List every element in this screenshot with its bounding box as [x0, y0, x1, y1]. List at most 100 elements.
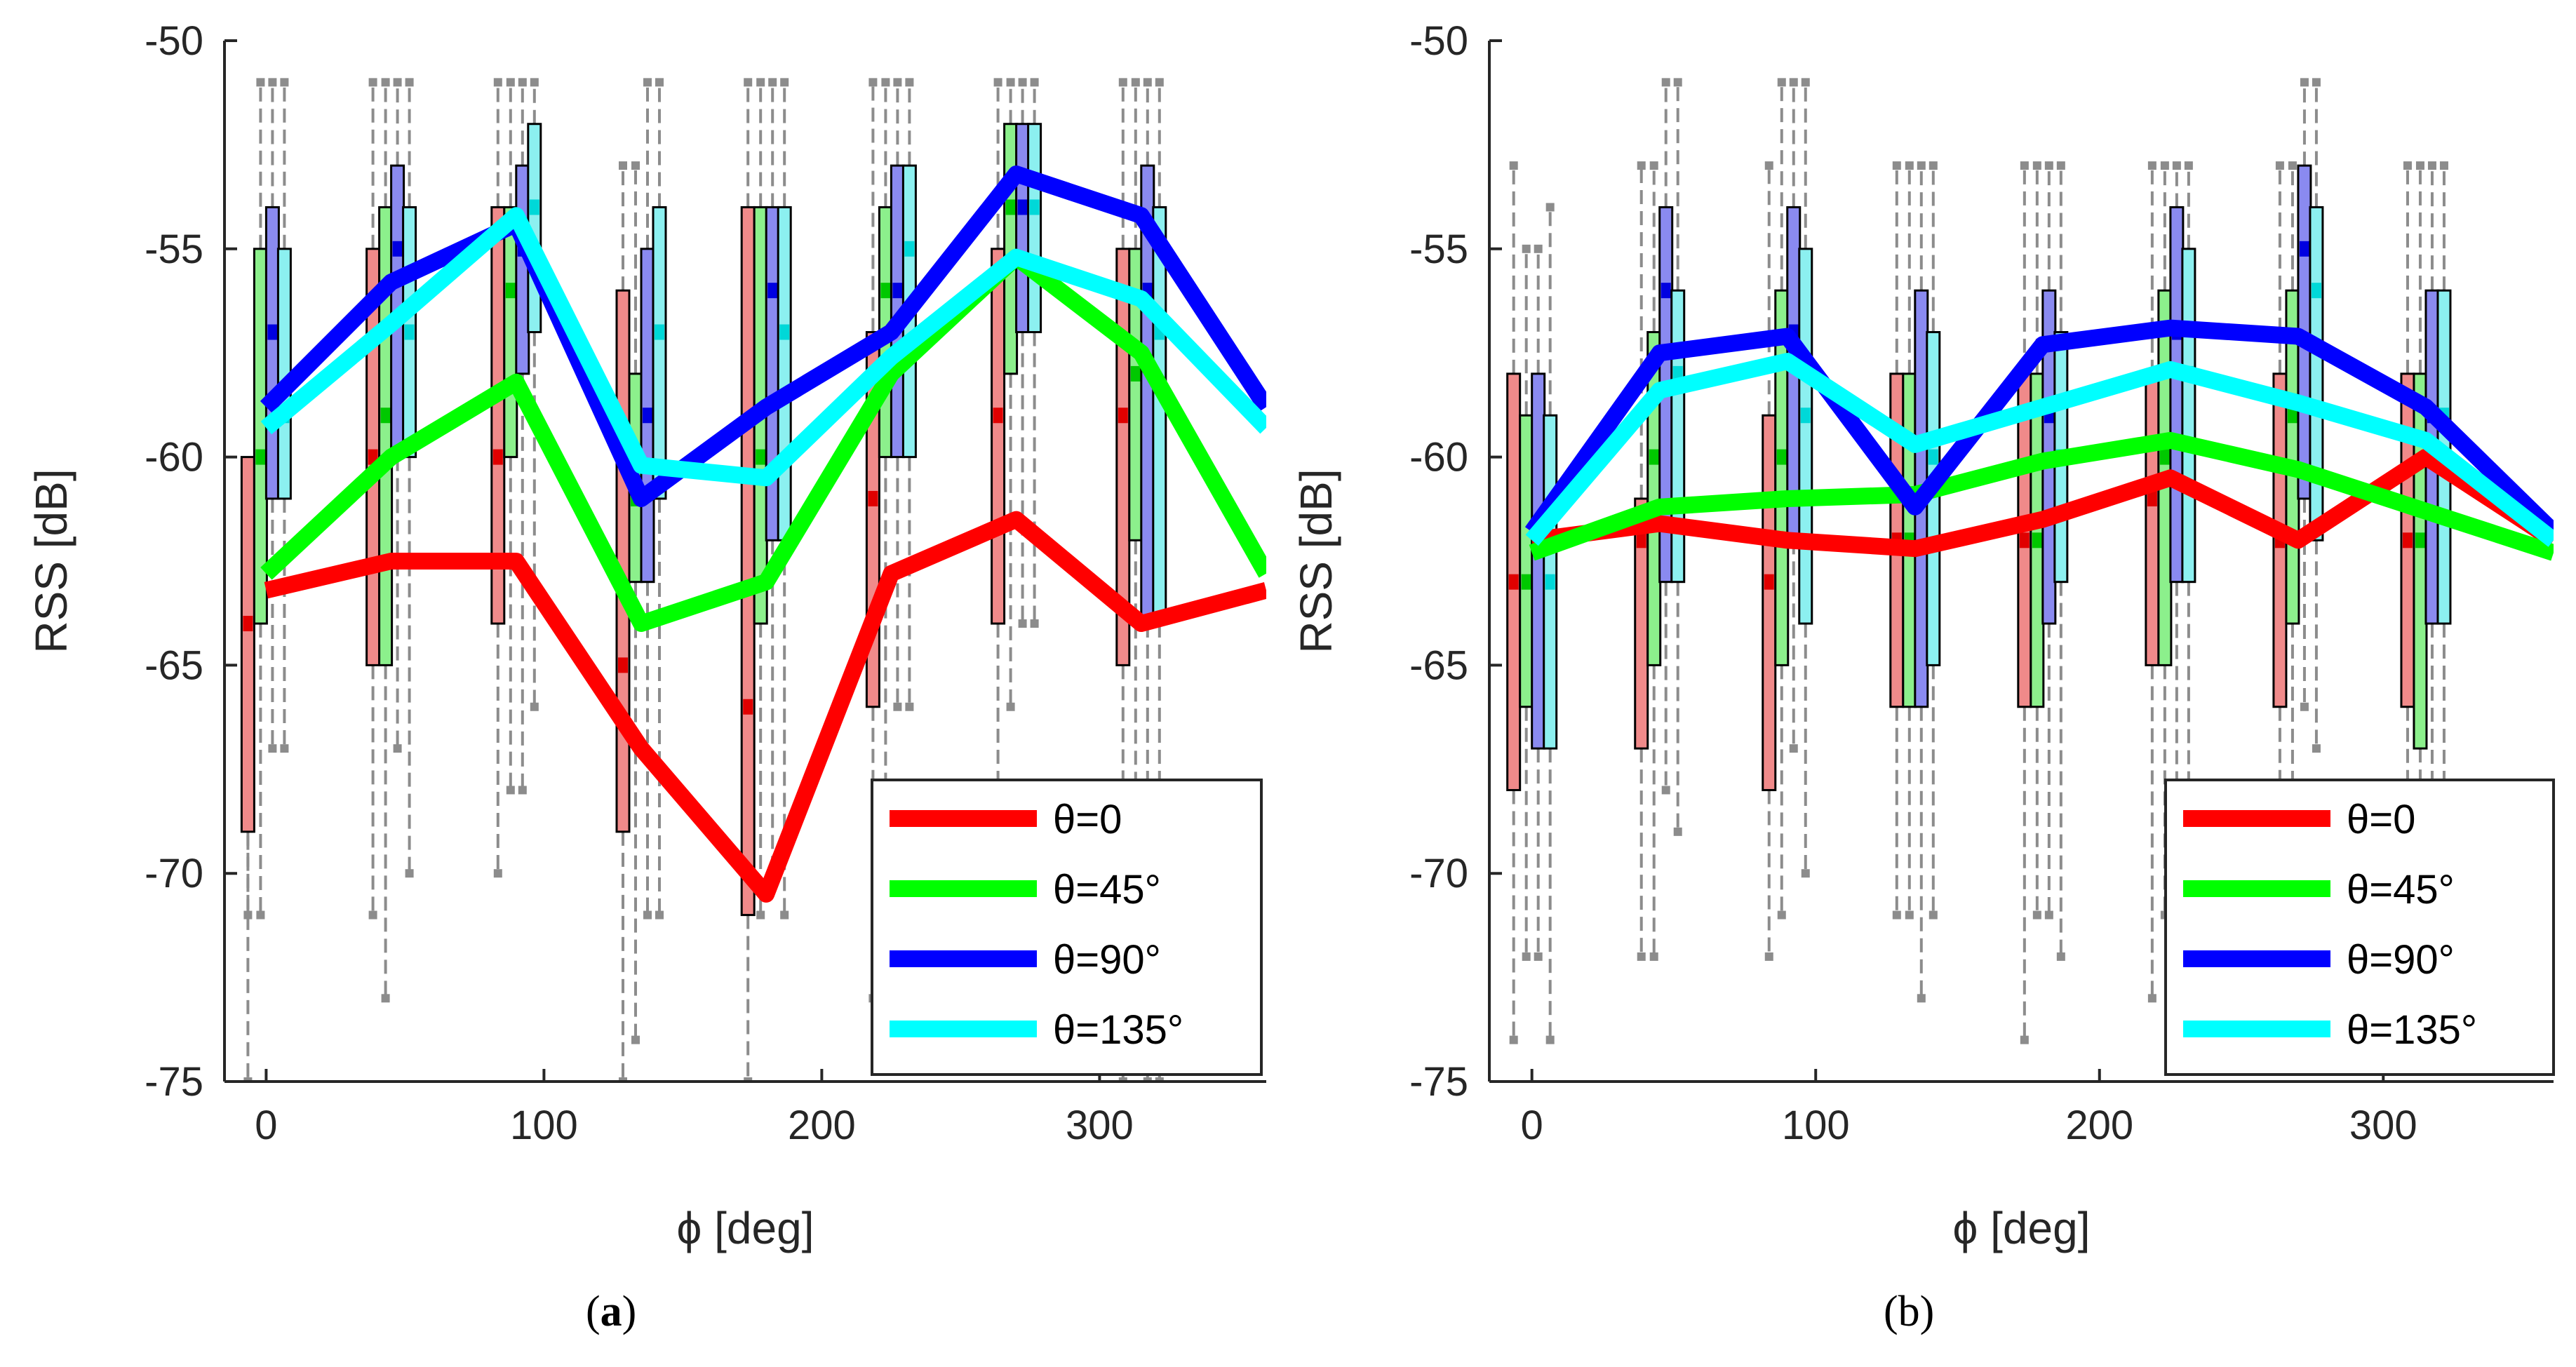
outlier-marker — [1545, 203, 1555, 212]
box-median — [404, 324, 415, 340]
y-tick-label: -60 — [145, 435, 203, 480]
box-median — [880, 283, 891, 299]
outlier-marker — [905, 78, 914, 87]
outlier-marker — [893, 702, 902, 711]
chart-panel-a: -50 -55 -60 -65 -70 -75 0 100 200 300 ϕ [deg] RSS [… — [26, 18, 1266, 1253]
outlier-marker — [631, 161, 640, 170]
outlier-marker — [2439, 161, 2448, 170]
box-median — [1521, 574, 1531, 590]
box-median — [2402, 532, 2413, 548]
box-median — [267, 324, 278, 340]
outlier-marker — [2403, 161, 2412, 170]
box-median — [1130, 365, 1141, 382]
outlier-marker — [2415, 161, 2424, 170]
outlier-marker — [643, 78, 652, 87]
outlier-marker — [780, 910, 789, 920]
outlier-marker — [1118, 78, 1127, 87]
legend-label-2: θ=90° — [1053, 937, 1161, 983]
box-median — [2147, 490, 2157, 506]
legend-label-2: θ=90° — [2347, 937, 2455, 983]
box-4-2 — [765, 206, 780, 541]
box-2-0 — [1762, 414, 1777, 791]
chart-panel-b: -50 -55 -60 -65 -70 -75 0 100 200 300 ϕ [deg] RSS [… — [1291, 18, 2555, 1253]
outlier-marker — [1545, 1035, 1555, 1044]
box-median — [492, 449, 503, 465]
series-line-2 — [1524, 319, 2554, 538]
outlier-marker — [1764, 952, 1773, 961]
y-tick-label: -55 — [145, 227, 203, 272]
outlier-marker — [518, 78, 527, 87]
outlier-marker — [2288, 161, 2297, 170]
box-median — [1800, 408, 1811, 424]
box-median — [2415, 532, 2425, 548]
box-0-2 — [1531, 372, 1546, 750]
legend-label-0: θ=0 — [1053, 797, 1122, 842]
series-line-0 — [264, 511, 1266, 903]
outlier-marker — [1673, 827, 1682, 836]
y-tick-label: -70 — [145, 851, 203, 896]
outlier-marker — [2300, 702, 2309, 711]
outlier-marker — [881, 78, 890, 87]
outlier-marker — [756, 910, 765, 920]
box-0-1 — [1519, 414, 1534, 708]
box-median — [2159, 449, 2170, 465]
box-3-3 — [652, 206, 667, 500]
box-median — [767, 283, 778, 299]
box-median — [892, 283, 903, 299]
series-line-3 — [260, 207, 1266, 487]
outlier-marker — [256, 78, 265, 87]
outlier-marker — [506, 78, 515, 87]
box-1-3 — [1670, 289, 1686, 584]
outlier-marker — [506, 786, 515, 795]
outlier-marker — [1030, 78, 1039, 87]
series-line-1 — [1529, 431, 2554, 561]
outlier-marker — [268, 744, 277, 753]
x-tick-label: 100 — [510, 1103, 578, 1148]
box-median — [1545, 574, 1555, 590]
box-6-3 — [1027, 123, 1042, 334]
box-2-3 — [1798, 248, 1813, 625]
box-median — [1649, 449, 1659, 465]
panel-caption-b: (b) — [1884, 1288, 1935, 1335]
outlier-marker — [381, 78, 390, 87]
outlier-marker — [1917, 994, 1926, 1003]
outlier-marker — [243, 1077, 253, 1082]
box-median — [505, 283, 516, 299]
outlier-marker — [905, 702, 914, 711]
outlier-marker — [2020, 161, 2029, 170]
box-median — [1005, 199, 1016, 215]
outlier-marker — [1522, 952, 1531, 961]
box-7-3 — [1152, 206, 1167, 625]
x-tick-label: 200 — [2065, 1103, 2133, 1148]
outlier-marker — [1534, 952, 1543, 961]
outlier-marker — [780, 78, 789, 87]
x-axis-label: ϕ [deg] — [677, 1203, 814, 1253]
series-line-1 — [260, 248, 1266, 632]
outlier-marker — [405, 869, 414, 878]
outlier-marker — [1030, 619, 1039, 628]
box-median — [1661, 283, 1671, 299]
box-median — [380, 408, 391, 424]
outlier-marker — [1155, 1077, 1164, 1082]
box-median — [1764, 574, 1774, 590]
box-median — [1017, 199, 1028, 215]
outlier-marker — [1649, 161, 1658, 170]
box-median — [2019, 532, 2030, 548]
legend-label-0: θ=0 — [2347, 797, 2415, 842]
outlier-marker — [280, 744, 289, 753]
box-6-0 — [991, 248, 1006, 625]
outlier-marker — [393, 78, 402, 87]
box-3-0 — [615, 289, 631, 833]
outlier-marker — [2044, 910, 2053, 920]
outlier-marker — [1143, 78, 1152, 87]
outlier-marker — [1018, 78, 1027, 87]
legend-label-1: θ=45° — [1053, 867, 1161, 913]
box-5-2 — [2169, 206, 2185, 584]
box-2-2 — [515, 164, 530, 375]
y-tick-label: -65 — [145, 642, 203, 688]
box-median — [1776, 449, 1787, 465]
outlier-marker — [868, 78, 878, 87]
outlier-marker — [2312, 744, 2321, 753]
y-tick-label: -55 — [1409, 227, 1468, 272]
outlier-marker — [631, 1035, 640, 1044]
